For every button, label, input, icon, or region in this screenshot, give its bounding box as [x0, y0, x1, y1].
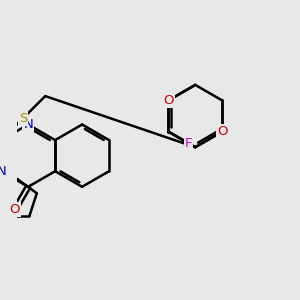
- Text: N: N: [0, 165, 6, 178]
- Text: O: O: [163, 94, 174, 107]
- Text: O: O: [10, 203, 20, 216]
- Text: S: S: [19, 112, 27, 124]
- Text: F: F: [185, 137, 192, 150]
- Text: N: N: [23, 118, 33, 131]
- Text: O: O: [217, 125, 227, 138]
